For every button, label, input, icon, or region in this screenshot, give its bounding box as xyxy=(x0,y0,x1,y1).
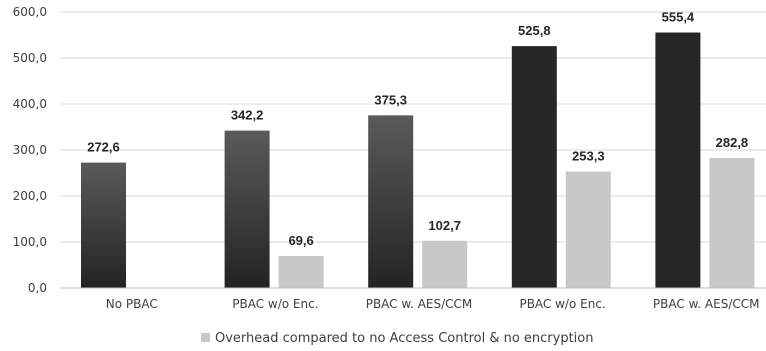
y-tick-label: 600,0 xyxy=(13,5,47,19)
y-axis: 0,0 100,0 200,0 300,0 400,0 500,0 600,0 xyxy=(13,5,47,295)
data-label: 342,2 xyxy=(231,108,264,123)
bar-overhead xyxy=(565,171,611,288)
bar-overhead xyxy=(709,157,755,288)
bar-total xyxy=(655,32,701,289)
bar-overhead xyxy=(278,255,324,288)
data-label: 253,3 xyxy=(572,148,605,163)
y-tick-label: 0,0 xyxy=(28,281,47,295)
bar-total xyxy=(81,162,126,288)
data-label: 375,3 xyxy=(374,92,407,107)
data-label: 69,6 xyxy=(288,233,313,248)
legend: Overhead compared to no Access Control &… xyxy=(201,331,594,346)
bars xyxy=(81,32,755,289)
y-tick-label: 100,0 xyxy=(13,235,47,249)
data-labels: 272,6 342,2 69,6 375,3 102,7 525,8 253,3 555,4 2… xyxy=(87,10,748,248)
y-tick-label: 400,0 xyxy=(13,97,47,111)
x-tick-label: PBAC w/o Enc. xyxy=(519,297,605,311)
x-axis: No PBAC PBAC w/o Enc. PBAC w. AES/CCM PBAC … xyxy=(60,287,766,311)
bar-total xyxy=(511,46,557,288)
data-label: 102,7 xyxy=(428,218,461,233)
bar-total xyxy=(224,130,270,288)
bar-overhead xyxy=(422,240,468,288)
legend-swatch xyxy=(201,333,210,342)
y-tick-label: 300,0 xyxy=(13,143,47,157)
x-tick-label: PBAC w/o Enc. xyxy=(232,297,318,311)
legend-label: Overhead compared to no Access Control &… xyxy=(215,331,594,346)
y-tick-label: 200,0 xyxy=(13,189,47,203)
data-label: 525,8 xyxy=(518,23,551,38)
x-tick-label: PBAC w. AES/CCM xyxy=(653,297,760,311)
y-tick-label: 500,0 xyxy=(13,51,47,65)
data-label: 272,6 xyxy=(87,140,120,155)
bar-total xyxy=(368,115,414,288)
data-label: 555,4 xyxy=(662,10,695,25)
x-tick-label: No PBAC xyxy=(106,297,158,311)
x-tick-label: PBAC w. AES/CCM xyxy=(366,297,473,311)
data-label: 282,8 xyxy=(716,135,749,150)
